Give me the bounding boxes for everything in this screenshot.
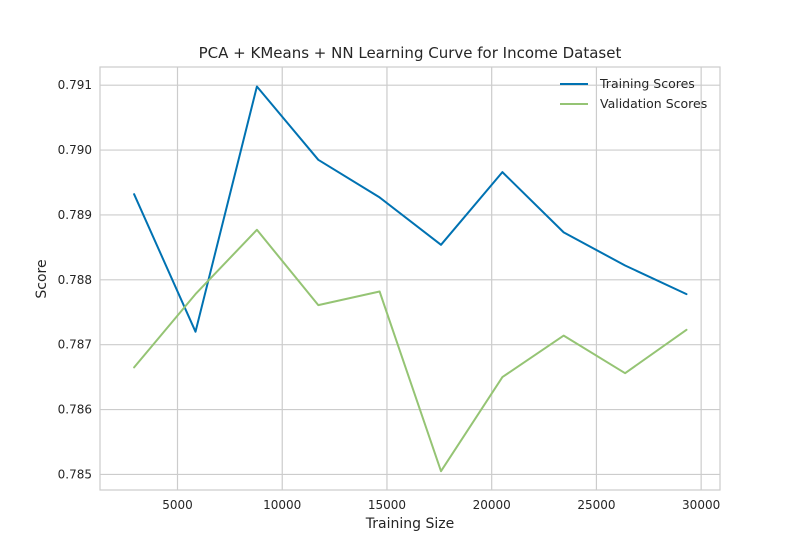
series-line-training-scores — [133, 85, 688, 333]
data-point — [440, 244, 442, 246]
x-tick-label: 25000 — [577, 498, 615, 512]
y-tick-label: 0.788 — [58, 273, 92, 287]
chart-title: PCA + KMeans + NN Learning Curve for Inc… — [199, 44, 622, 62]
data-point — [256, 229, 258, 231]
data-point — [440, 470, 442, 472]
data-point — [317, 159, 319, 161]
plot-area: 5000 10000 15000 20000 25000 30000 0.785 0.786 0… — [58, 66, 721, 512]
x-axis-label: Training Size — [365, 516, 454, 532]
data-point — [501, 376, 503, 378]
data-point — [195, 331, 197, 333]
data-point — [133, 366, 135, 368]
data-point — [256, 86, 258, 88]
data-point — [379, 291, 381, 293]
y-tick-label: 0.787 — [58, 338, 92, 352]
plot-background — [100, 67, 720, 490]
data-point — [624, 372, 626, 374]
x-tick-label: 30000 — [682, 498, 720, 512]
x-tick-label: 20000 — [473, 498, 511, 512]
data-point — [195, 293, 197, 295]
data-point — [686, 329, 688, 331]
data-point — [379, 196, 381, 198]
y-axis-label: Score — [34, 259, 50, 298]
x-tick-label: 15000 — [368, 498, 406, 512]
legend-label: Validation Scores — [600, 96, 707, 111]
y-tick-label: 0.785 — [58, 467, 92, 481]
data-point — [624, 265, 626, 267]
plot-frame — [99, 66, 721, 491]
data-point — [563, 335, 565, 337]
y-tick-label: 0.790 — [58, 143, 92, 157]
x-tick-label: 5000 — [162, 498, 193, 512]
legend-label: Training Scores — [599, 76, 695, 91]
data-point — [686, 293, 688, 295]
data-point — [317, 304, 319, 306]
data-point — [501, 171, 503, 173]
data-point — [563, 231, 565, 233]
y-tick-label: 0.789 — [58, 208, 92, 222]
data-point — [133, 193, 135, 195]
y-tick-label: 0.791 — [58, 78, 92, 92]
x-tick-label: 10000 — [263, 498, 301, 512]
series-line-validation-scores — [133, 228, 688, 473]
y-tick-label: 0.786 — [58, 403, 92, 417]
